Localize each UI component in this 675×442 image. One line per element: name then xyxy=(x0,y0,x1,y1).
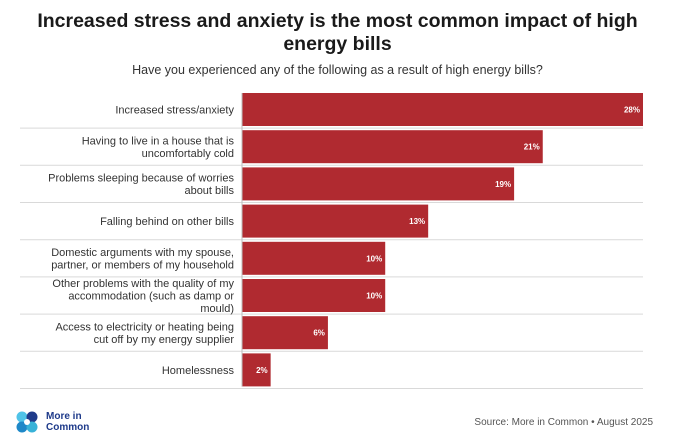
logo: More in Common xyxy=(14,410,98,434)
value-label: 28% xyxy=(624,106,640,115)
value-label: 19% xyxy=(495,180,511,189)
bar xyxy=(242,204,429,238)
category-label-line: mould) xyxy=(200,303,234,315)
category-label: Domestic arguments with my spouse, partne… xyxy=(51,247,234,272)
logo-line-1: More in xyxy=(46,411,82,422)
bar xyxy=(242,93,643,126)
value-label: 10% xyxy=(366,292,382,301)
category-label-line: Falling behind on other bills xyxy=(100,216,234,228)
logo-line-2: Common xyxy=(46,422,90,433)
category-label-line: about bills xyxy=(184,185,234,197)
value-label: 21% xyxy=(524,143,540,152)
category-label: Problems sleeping because of worries abou… xyxy=(48,173,234,198)
category-label: Access to electricity or heating being cu… xyxy=(55,321,234,346)
bar xyxy=(242,316,328,350)
bar xyxy=(242,353,271,387)
value-label: 10% xyxy=(366,254,382,263)
chart-subtitle: Have you experienced any of the followin… xyxy=(132,63,543,77)
category-label-line: Problems sleeping because of worries xyxy=(48,173,234,185)
category-label-line: Having to live in a house that is xyxy=(82,135,235,147)
bar xyxy=(242,241,386,275)
chart-title: Increased stress and anxiety is the most… xyxy=(37,10,638,55)
source-note: Source: More in Common • August 2025 xyxy=(474,417,653,428)
value-label: 2% xyxy=(256,366,268,375)
bar xyxy=(242,167,515,201)
category-label: Falling behind on other bills xyxy=(100,216,234,228)
category-label-line: partner, or members of my household xyxy=(51,260,234,272)
category-label-line: Other problems with the quality of my xyxy=(52,278,234,290)
category-label-line: cut off by my energy supplier xyxy=(94,334,235,346)
bar-chart: 28% Increased stress/anxiety 21% Having to … xyxy=(20,93,643,389)
category-label-line: Domestic arguments with my spouse, xyxy=(51,247,234,259)
bar xyxy=(242,130,543,164)
category-label: Homelessness xyxy=(162,365,235,377)
logo-text: More in Common xyxy=(46,411,98,433)
more-in-common-logo-icon xyxy=(16,411,38,433)
value-label: 6% xyxy=(313,329,325,338)
category-label: Increased stress/anxiety xyxy=(115,105,234,117)
bar xyxy=(242,279,386,312)
category-label: Having to live in a house that is uncomfo… xyxy=(82,135,235,160)
category-label: Other problems with the quality of my acc… xyxy=(52,278,234,315)
category-label-line: accommodation (such as damp or xyxy=(68,291,234,303)
value-label: 13% xyxy=(409,217,425,226)
category-label-line: Increased stress/anxiety xyxy=(115,105,234,117)
category-label-line: Access to electricity or heating being xyxy=(55,321,234,333)
category-label-line: Homelessness xyxy=(162,365,235,377)
category-label-line: uncomfortably cold xyxy=(142,148,234,160)
